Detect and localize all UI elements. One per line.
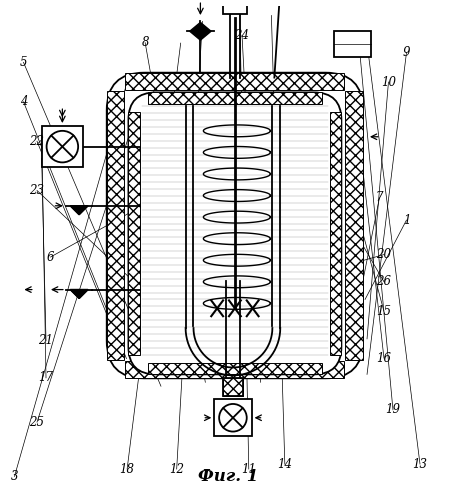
- Bar: [223, 378, 243, 396]
- Polygon shape: [201, 22, 211, 40]
- Polygon shape: [70, 206, 88, 214]
- Polygon shape: [70, 206, 88, 214]
- Polygon shape: [70, 290, 88, 298]
- Text: 16: 16: [377, 352, 392, 364]
- Text: 4: 4: [20, 96, 27, 108]
- Text: 19: 19: [385, 404, 400, 416]
- Text: 8: 8: [141, 36, 149, 49]
- Text: 24: 24: [234, 28, 250, 42]
- FancyBboxPatch shape: [107, 72, 363, 378]
- Bar: [128, 112, 140, 354]
- Bar: [126, 360, 345, 378]
- FancyBboxPatch shape: [128, 92, 341, 374]
- Text: 14: 14: [277, 458, 292, 470]
- Bar: [334, 32, 371, 57]
- Text: 26: 26: [377, 275, 392, 288]
- Bar: [148, 362, 322, 374]
- Text: 5: 5: [20, 56, 27, 69]
- Text: 7: 7: [376, 192, 383, 204]
- Text: 9: 9: [403, 46, 410, 59]
- Bar: [126, 72, 345, 90]
- Text: Фиг. 1: Фиг. 1: [198, 468, 259, 485]
- Text: 15: 15: [377, 305, 392, 318]
- Bar: [223, 0, 247, 14]
- Bar: [329, 112, 341, 354]
- Bar: [42, 126, 83, 168]
- Text: 11: 11: [241, 462, 256, 475]
- Text: 18: 18: [120, 462, 135, 475]
- Text: 20: 20: [377, 248, 392, 261]
- Circle shape: [219, 404, 247, 431]
- Text: 6: 6: [47, 250, 54, 264]
- Text: 21: 21: [38, 334, 53, 347]
- Text: 10: 10: [381, 76, 396, 88]
- Text: 25: 25: [30, 416, 44, 428]
- Polygon shape: [190, 22, 201, 40]
- Text: 1: 1: [403, 214, 410, 226]
- Text: 23: 23: [30, 184, 44, 197]
- Circle shape: [47, 131, 78, 162]
- Text: 12: 12: [169, 462, 184, 475]
- Bar: [148, 92, 322, 104]
- Bar: [214, 399, 252, 436]
- Bar: [223, 378, 243, 396]
- Text: 17: 17: [38, 372, 53, 384]
- Text: 3: 3: [11, 470, 18, 483]
- Text: 13: 13: [413, 458, 427, 470]
- Polygon shape: [70, 290, 88, 298]
- Text: 22: 22: [30, 134, 44, 147]
- Bar: [345, 92, 363, 360]
- Bar: [107, 92, 124, 360]
